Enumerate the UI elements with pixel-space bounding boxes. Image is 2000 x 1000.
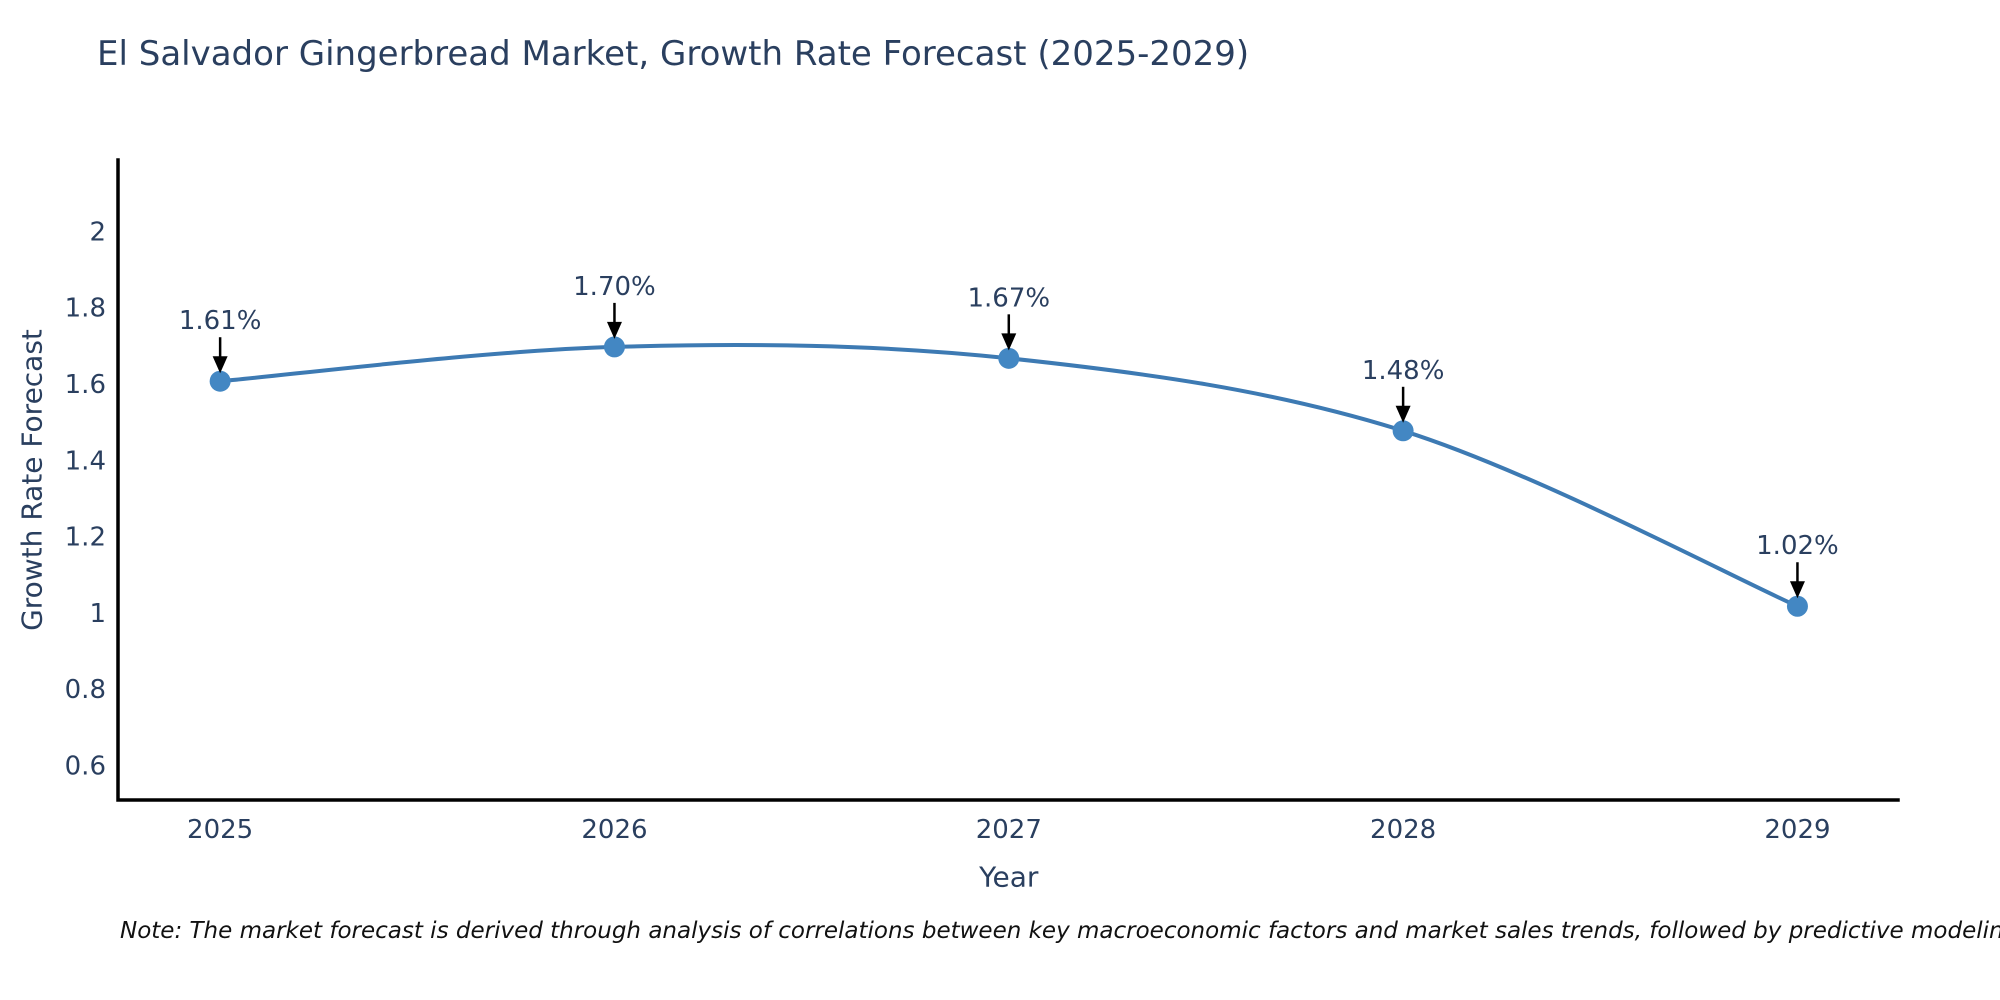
annotation-arrowhead [606, 321, 622, 339]
annotation-label: 1.61% [179, 306, 262, 336]
annotation-arrowhead [1395, 405, 1411, 423]
y-tick-label: 1.8 [65, 294, 106, 324]
data-point-marker [209, 370, 231, 392]
annotation-label: 1.02% [1756, 531, 1839, 561]
y-tick-label: 0.6 [65, 751, 106, 781]
data-point-marker [1786, 595, 1808, 617]
y-tick-label: 0.8 [65, 675, 106, 705]
y-tick-label: 2 [89, 217, 106, 247]
data-point-marker [998, 347, 1020, 369]
x-tick-label: 2025 [187, 815, 253, 845]
annotation-arrowhead [1789, 581, 1805, 599]
chart-title: El Salvador Gingerbread Market, Growth R… [97, 34, 1250, 74]
y-tick-label: 1.2 [65, 523, 106, 553]
y-tick-label: 1 [89, 599, 106, 629]
annotation-label: 1.48% [1362, 356, 1445, 386]
data-point-marker [1392, 420, 1414, 442]
trend-line [219, 343, 1799, 609]
y-tick-label: 1.4 [65, 446, 106, 476]
x-axis-title: Year [978, 861, 1039, 894]
y-axis-title: Growth Rate Forecast [16, 329, 49, 631]
footnote: Note: The market forecast is derived thr… [120, 918, 2000, 944]
x-tick-label: 2027 [976, 815, 1042, 845]
annotation-label: 1.67% [967, 283, 1050, 313]
x-tick-label: 2029 [1764, 815, 1830, 845]
y-tick-label: 1.6 [65, 370, 106, 400]
axis-lines [116, 158, 1900, 802]
annotation-arrowhead [212, 356, 228, 374]
annotation-arrowhead [1001, 333, 1017, 351]
data-point-marker [603, 336, 625, 358]
x-tick-label: 2026 [581, 815, 647, 845]
annotation-label: 1.70% [573, 272, 656, 302]
x-tick-label: 2028 [1370, 815, 1436, 845]
